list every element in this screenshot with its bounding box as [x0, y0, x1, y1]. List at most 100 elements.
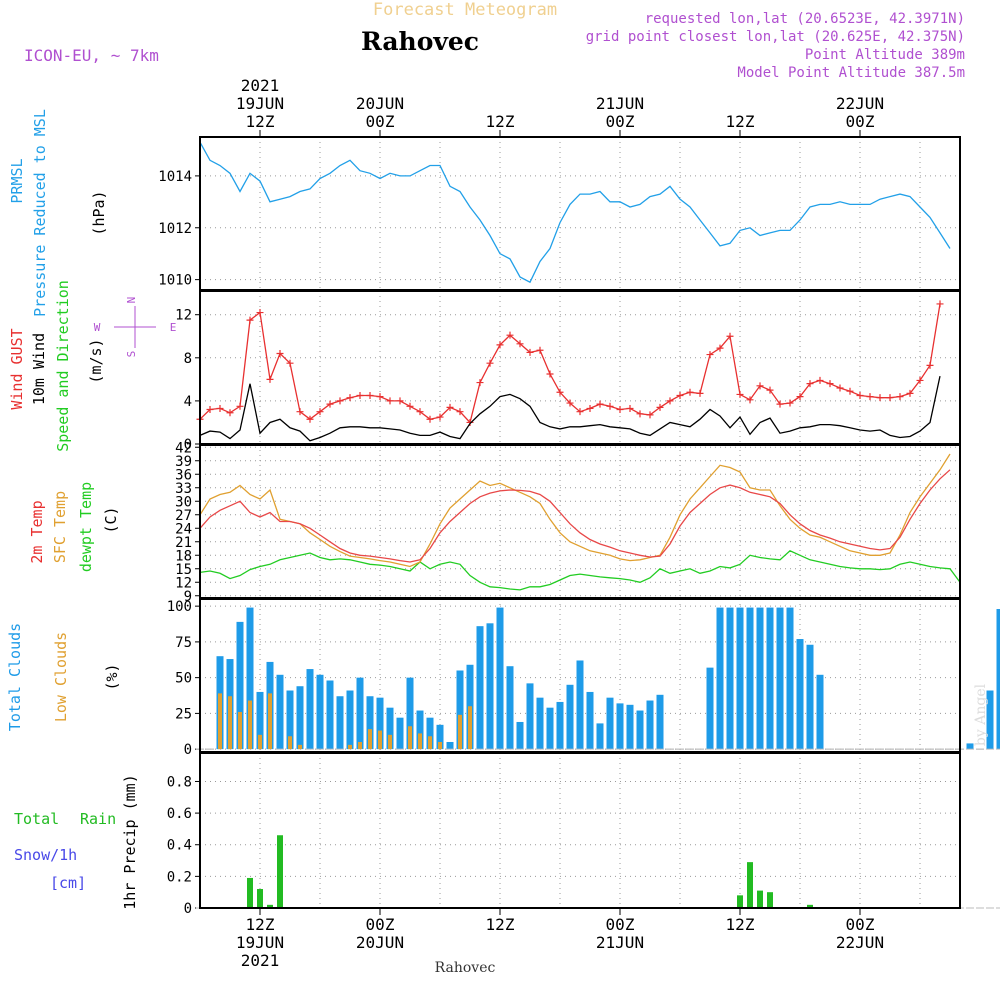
gust-marker — [896, 393, 904, 401]
gust-marker — [486, 359, 494, 367]
gust-marker — [516, 340, 524, 348]
clouds-y-tick-label: 25 — [175, 706, 192, 722]
bar-low-clouds — [428, 736, 432, 750]
precip-y-tick-label: 0.2 — [167, 869, 192, 885]
clouds-y-tick-label: 50 — [175, 671, 192, 687]
bar-total-clouds — [436, 724, 444, 750]
top-date-label: 22JUN — [836, 94, 884, 113]
bar-low-clouds — [348, 744, 352, 750]
wind-y-tick-label: 12 — [175, 308, 192, 324]
gust-marker — [636, 410, 644, 418]
bar-total-clouds — [736, 607, 744, 750]
bar-rain — [257, 889, 263, 908]
bar-total-clouds — [486, 623, 494, 750]
compass-east: E — [170, 321, 177, 334]
pressure-y-tick-label: 1014 — [158, 169, 192, 185]
temperature-y-tick-label: 27 — [175, 508, 192, 524]
model-altitude: Model Point Altitude 387.5m — [737, 65, 965, 81]
gust-marker — [546, 370, 554, 378]
bar-total-clouds — [376, 697, 384, 750]
gust-marker — [226, 409, 234, 417]
gust-marker — [766, 386, 774, 394]
gust-marker — [446, 403, 454, 411]
model-label: ICON-EU, ~ 7km — [24, 46, 159, 65]
bar-total-clouds — [766, 607, 774, 750]
panel-frame — [199, 290, 961, 445]
bar-total-clouds — [476, 626, 484, 750]
compass-north: N — [125, 297, 138, 304]
bar-total-clouds — [236, 621, 244, 750]
bar-total-clouds — [656, 694, 664, 750]
top-date-label: 20JUN — [356, 94, 404, 113]
bar-total-clouds — [446, 741, 454, 750]
gust-marker — [926, 361, 934, 369]
precip-y-tick-label: 0.6 — [167, 806, 192, 822]
total-clouds-label: Total Clouds — [6, 623, 24, 731]
bar-total-clouds — [516, 721, 524, 750]
bar-total-clouds — [726, 607, 734, 750]
precip-y-tick-label: 0.8 — [167, 774, 192, 790]
gust-marker — [776, 400, 784, 408]
bar-low-clouds — [258, 734, 262, 750]
gust-marker — [426, 415, 434, 423]
top-hour-label: 12Z — [726, 112, 755, 131]
gust-marker — [326, 400, 334, 408]
clouds-y-tick-label: 100 — [167, 599, 192, 615]
gust-marker — [436, 413, 444, 421]
bar-rain — [737, 895, 743, 908]
snow-label: Snow/1h — [14, 846, 77, 864]
gust-marker — [296, 408, 304, 416]
gust-marker — [586, 404, 594, 412]
top-hour-label: 00Z — [606, 112, 635, 131]
gust-marker — [706, 351, 714, 359]
gust-marker — [676, 392, 684, 400]
bar-total-clouds — [636, 710, 644, 750]
bar-total-clouds — [556, 701, 564, 750]
prmsl-label: PRMSL — [8, 158, 26, 203]
gust-marker — [536, 346, 544, 354]
bar-low-clouds — [388, 734, 392, 750]
bar-rain — [757, 890, 763, 908]
gust-marker — [496, 341, 504, 349]
bottom-hour-label: 00Z — [846, 915, 875, 934]
gust-marker — [236, 402, 244, 410]
gust-marker — [606, 402, 614, 410]
panel-temperature — [195, 444, 961, 599]
gust-marker — [876, 394, 884, 402]
temperature-y-tick-label: 30 — [175, 494, 192, 510]
bar-low-clouds — [288, 736, 292, 750]
bar-rain — [747, 862, 753, 908]
precip-label: 1hr Precip (mm) — [121, 774, 139, 909]
bar-rain — [277, 835, 283, 908]
bar-low-clouds — [218, 693, 222, 750]
top-date-label: 19JUN — [236, 94, 284, 113]
bottom-date-label: 19JUN — [236, 933, 284, 952]
bar-total-clouds — [546, 707, 554, 750]
bottom-date-label: 22JUN — [836, 933, 884, 952]
series-line-sfc-temp — [199, 453, 951, 568]
bar-total-clouds — [336, 696, 344, 750]
gust-marker — [836, 384, 844, 392]
gust-marker — [866, 393, 874, 401]
temp2m-label: 2m Temp — [28, 500, 46, 563]
gust-marker — [406, 402, 414, 410]
bar-total-clouds — [576, 660, 584, 750]
compass-icon: N S W E — [94, 297, 177, 358]
bar-total-clouds — [596, 723, 604, 750]
bar-total-clouds — [586, 691, 594, 750]
bottom-year-label: 2021 — [241, 951, 280, 970]
temperature-y-tick-label: 42 — [175, 440, 192, 456]
series-line-10m-wind — [199, 375, 941, 442]
gust-marker — [626, 404, 634, 412]
bar-total-clouds — [416, 710, 424, 750]
compass-south: S — [125, 351, 138, 358]
pressure-y-tick-label: 1010 — [158, 273, 192, 289]
bar-total-clouds — [536, 697, 544, 750]
top-date-label: 21JUN — [596, 94, 644, 113]
bar-total-clouds — [456, 670, 464, 750]
gust-marker — [696, 389, 704, 397]
gust-marker — [646, 411, 654, 419]
gust-marker — [796, 393, 804, 401]
bar-total-clouds — [816, 674, 824, 750]
gust-marker — [576, 408, 584, 416]
